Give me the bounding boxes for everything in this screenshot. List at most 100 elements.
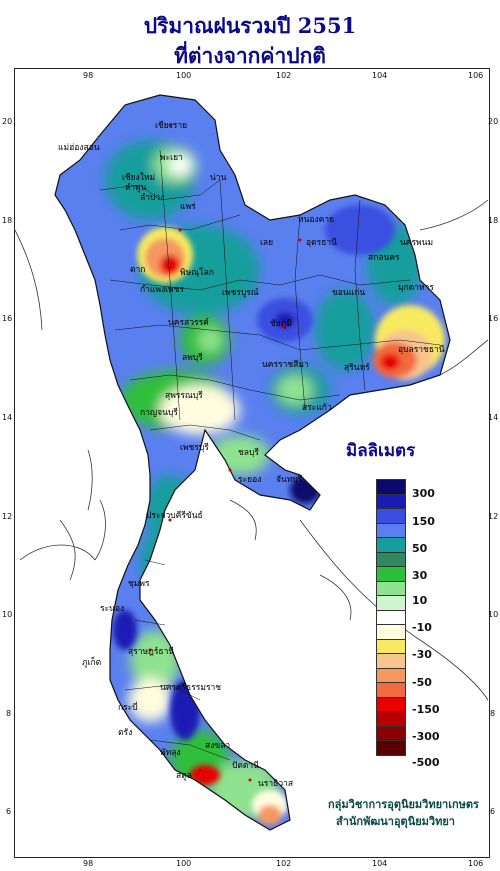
legend-label: -300 — [412, 730, 440, 743]
place-label: กระบี่ — [118, 703, 138, 713]
credit-line-1: กลุ่มวิชาการอุตุนิยมวิทยาเกษตร — [328, 798, 479, 811]
legend-swatch — [376, 493, 406, 509]
y-tick-left: 8 — [6, 709, 12, 718]
y-tick-right: 10 — [488, 610, 499, 619]
place-label: หนองคาย — [298, 215, 335, 225]
legend-label: 300 — [412, 487, 435, 500]
x-tick-top: 102 — [276, 71, 292, 80]
y-tick-right: 12 — [488, 512, 499, 521]
place-label: เพชรบูรณ์ — [222, 288, 259, 298]
color-scale — [376, 479, 406, 756]
legend-label: -30 — [412, 648, 432, 661]
y-tick-left: 18 — [2, 216, 13, 225]
place-label: พัทลุง — [160, 748, 181, 758]
y-tick-left: 14 — [2, 413, 13, 422]
y-tick-right: 8 — [490, 709, 496, 718]
place-label: นครพนม — [400, 238, 434, 248]
y-tick-right: 14 — [488, 413, 499, 422]
x-tick-top: 98 — [83, 71, 94, 80]
legend-swatch — [376, 580, 406, 596]
place-label: ระยอง — [238, 475, 262, 485]
province-boundaries — [99, 149, 441, 761]
place-label: ชลบุรี — [238, 448, 259, 458]
legend-swatch — [376, 696, 406, 712]
place-label: ภูเก็ต — [82, 658, 102, 668]
y-tick-left: 10 — [2, 610, 13, 619]
place-label: อุดรธานี — [306, 238, 337, 248]
legend-swatch — [376, 638, 406, 654]
x-tick-top: 100 — [176, 71, 192, 80]
place-label: ลำปาง — [140, 193, 165, 203]
place-label: เชียงราย — [155, 121, 188, 131]
y-tick-left: 20 — [2, 117, 13, 126]
place-label: สุพรรณบุรี — [165, 391, 203, 401]
place-label: นครศรีธรรมราช — [160, 683, 222, 693]
legend-swatch — [376, 595, 406, 611]
place-label: ลพบุรี — [182, 353, 203, 363]
legend-swatch — [376, 682, 406, 698]
place-label: จันทบุรี — [276, 475, 303, 485]
place-label: ประจวบคีรีขันธ์ — [146, 511, 203, 521]
x-tick-bottom: 100 — [176, 859, 192, 868]
place-label: ลำพูน — [125, 183, 147, 193]
y-tick-right: 16 — [488, 314, 499, 323]
place-label: สระแก้ว — [302, 403, 332, 413]
place-label: ขอนแก่น — [332, 288, 366, 298]
place-label: เพชรบุรี — [180, 443, 209, 453]
place-label: สตูล — [176, 771, 192, 781]
legend-swatch — [376, 551, 406, 567]
place-label: สกลนคร — [368, 253, 400, 263]
legend-swatch — [376, 522, 406, 538]
place-label: แม่ฮ่องสอน — [58, 143, 100, 153]
y-tick-right: 6 — [490, 807, 496, 816]
legend-swatch — [376, 508, 406, 524]
y-tick-left: 12 — [2, 512, 13, 521]
place-label: กำแพงเพชร — [140, 285, 184, 295]
legend-swatch — [376, 725, 406, 741]
legend-swatch — [376, 479, 406, 495]
map-subtitle: ที่ต่างจากค่าปกติ — [174, 43, 326, 68]
place-label: สงขลา — [205, 741, 231, 751]
x-tick-bottom: 102 — [276, 859, 292, 868]
x-tick-top: 104 — [372, 71, 388, 80]
x-tick-bottom: 106 — [468, 859, 484, 868]
legend-swatch — [376, 740, 406, 756]
legend-swatch — [376, 609, 406, 625]
place-label: พิษณุโลก — [180, 268, 215, 278]
credit-line-2: สำนักพัฒนาอุตุนิยมวิทยา — [336, 815, 455, 828]
legend-swatch — [376, 566, 406, 582]
legend-label: -50 — [412, 676, 432, 689]
y-tick-left: 6 — [6, 807, 12, 816]
legend-swatch — [376, 537, 406, 553]
place-label: นครราชสีมา — [262, 360, 309, 370]
place-label: ชุมพร — [128, 579, 150, 589]
neighbour-borders — [15, 199, 488, 701]
place-label: นราธิวาส — [258, 779, 294, 789]
place-label: ตรัง — [118, 728, 133, 738]
place-label: กาญจนบุรี — [140, 408, 178, 418]
legend-swatch — [376, 624, 406, 640]
place-label: อุบลราชธานี — [398, 345, 445, 355]
x-tick-bottom: 98 — [83, 859, 94, 868]
place-label: แพร่ — [180, 202, 196, 212]
place-label: พะเยา — [160, 153, 183, 163]
map-title: ปริมาณฝนรวมปี 2551 — [143, 13, 357, 38]
legend-swatch — [376, 711, 406, 727]
map-frame — [14, 68, 490, 858]
y-tick-right: 18 — [488, 216, 499, 225]
legend-label: 10 — [412, 594, 428, 607]
legend-label: 150 — [412, 515, 435, 528]
legend-label: -10 — [412, 621, 432, 634]
y-tick-left: 16 — [2, 314, 13, 323]
place-label: มุกดาหาร — [398, 283, 434, 293]
place-label: น่าน — [210, 173, 227, 183]
legend-title: มิลลิเมตร — [346, 441, 416, 461]
legend-label: 50 — [412, 542, 428, 555]
place-label: สุรินทร์ — [344, 363, 370, 373]
place-label: เชียงใหม่ — [122, 173, 156, 183]
x-tick-bottom: 104 — [372, 859, 388, 868]
legend-swatch — [376, 653, 406, 669]
place-label: ตาก — [130, 265, 146, 275]
place-label: สุราษฎร์ธานี — [128, 647, 175, 657]
